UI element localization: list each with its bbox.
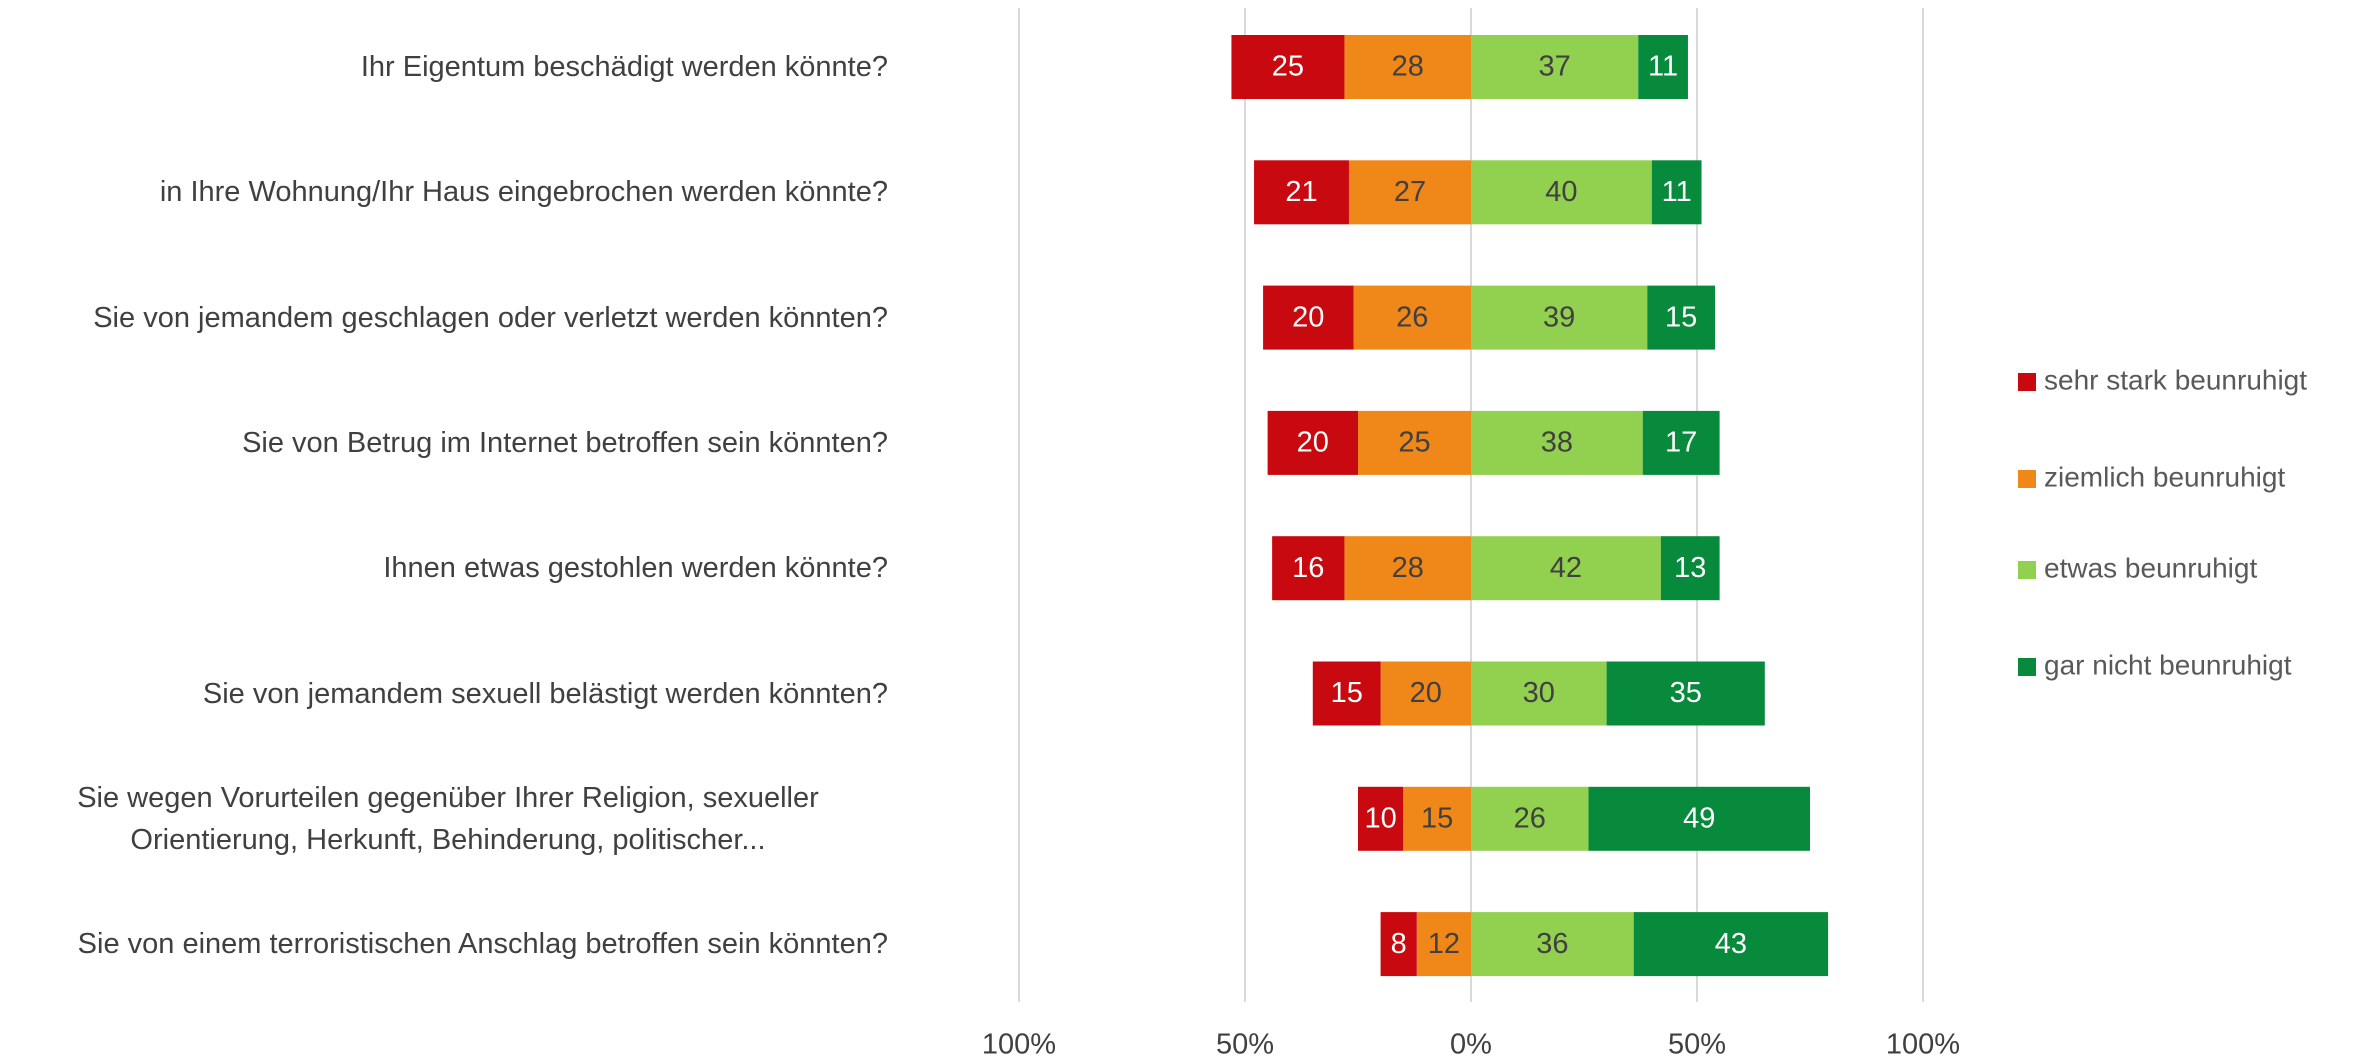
category-label: Ihnen etwas gestohlen werden könnte? [383,552,888,585]
legend-swatch [2018,373,2036,391]
data-label: 15 [1421,802,1453,834]
legend-label: ziemlich beunruhigt [2044,461,2285,492]
data-label: 35 [1670,677,1702,709]
data-label: 28 [1392,51,1424,83]
legend-label: sehr stark beunruhigt [2044,364,2307,395]
bar-segment [1312,661,1381,726]
x-tick-label: 100% [1886,1029,1960,1061]
legend-swatch [2018,561,2036,579]
bar-segment [1471,35,1639,99]
bar-segment [1471,786,1589,851]
bar-segment [1660,536,1720,601]
x-tick-label: 0% [1450,1029,1492,1061]
data-label: 20 [1410,677,1442,709]
category-label: Sie von jemandem geschlagen oder verletz… [93,301,888,334]
x-tick-label: 50% [1668,1029,1726,1061]
bar-segment [1263,285,1354,350]
data-label: 26 [1514,802,1546,834]
bar-segment [1651,160,1702,225]
x-tick-label: 50% [1216,1029,1274,1061]
bar-segment [1267,410,1358,475]
data-label: 37 [1538,51,1570,83]
data-label: 27 [1394,176,1426,208]
data-label: 25 [1272,51,1304,83]
data-label: 28 [1392,552,1424,584]
data-label: 8 [1391,928,1407,960]
x-tick-label: 100% [982,1029,1056,1061]
bar-segment [1403,786,1471,851]
legend-label: gar nicht beunruhigt [2044,649,2292,680]
data-label: 17 [1665,427,1697,459]
data-label: 15 [1665,301,1697,333]
data-label: 16 [1292,552,1324,584]
category-label: Sie von jemandem sexuell belästigt werde… [202,677,888,710]
data-label: 30 [1523,677,1555,709]
bar-segment [1606,661,1765,726]
bar-segment [1642,410,1720,475]
bar-segment [1471,912,1634,977]
bar-segment [1380,912,1417,977]
bar-segment [1254,160,1349,225]
data-label: 15 [1331,677,1363,709]
data-label: 10 [1364,802,1396,834]
bar-segment [1344,35,1471,99]
data-label: 38 [1541,427,1573,459]
bar-segment [1588,786,1810,851]
data-label: 43 [1715,928,1747,960]
data-label: 40 [1545,176,1577,208]
data-label: 36 [1536,928,1568,960]
bar-segment [1353,285,1471,350]
category-label: Sie von Betrug im Internet betroffen sei… [242,426,888,459]
data-label: 39 [1543,301,1575,333]
category-label: Sie wegen Vorurteilen gegenüber Ihrer Re… [77,781,819,856]
bar-segment [1471,536,1661,601]
data-label: 26 [1396,301,1428,333]
bar-segment [1471,160,1652,225]
bar-segment [1358,410,1471,475]
bar-segment [1633,912,1829,977]
bar-segment [1471,410,1643,475]
bar-segment [1344,536,1471,601]
category-label: Ihr Eigentum beschädigt werden könnte? [360,50,888,83]
bar-segment [1471,661,1607,726]
legend-swatch [2018,658,2036,676]
bar-segment [1272,536,1345,601]
bar-segment [1471,285,1648,350]
data-label: 42 [1550,552,1582,584]
data-label: 25 [1398,427,1430,459]
bar-segment [1358,786,1404,851]
data-label: 21 [1285,176,1317,208]
bar-segment [1638,35,1688,99]
data-label: 11 [1662,176,1692,208]
bar-segment [1231,35,1345,99]
data-label: 20 [1292,301,1324,333]
category-label: in Ihre Wohnung/Ihr Haus eingebrochen we… [159,176,888,209]
bar-segment [1416,912,1471,977]
data-label: 11 [1648,51,1678,83]
data-label: 49 [1683,802,1715,834]
bar-segment [1348,160,1471,225]
category-label: Sie von einem terroristischen Anschlag b… [77,928,888,961]
data-label: 20 [1297,427,1329,459]
bar-segment [1647,285,1716,350]
data-label: 12 [1428,928,1460,960]
bar-segment [1380,661,1471,726]
legend-label: etwas beunruhigt [2044,552,2257,583]
legend-swatch [2018,470,2036,488]
data-label: 13 [1674,552,1706,584]
